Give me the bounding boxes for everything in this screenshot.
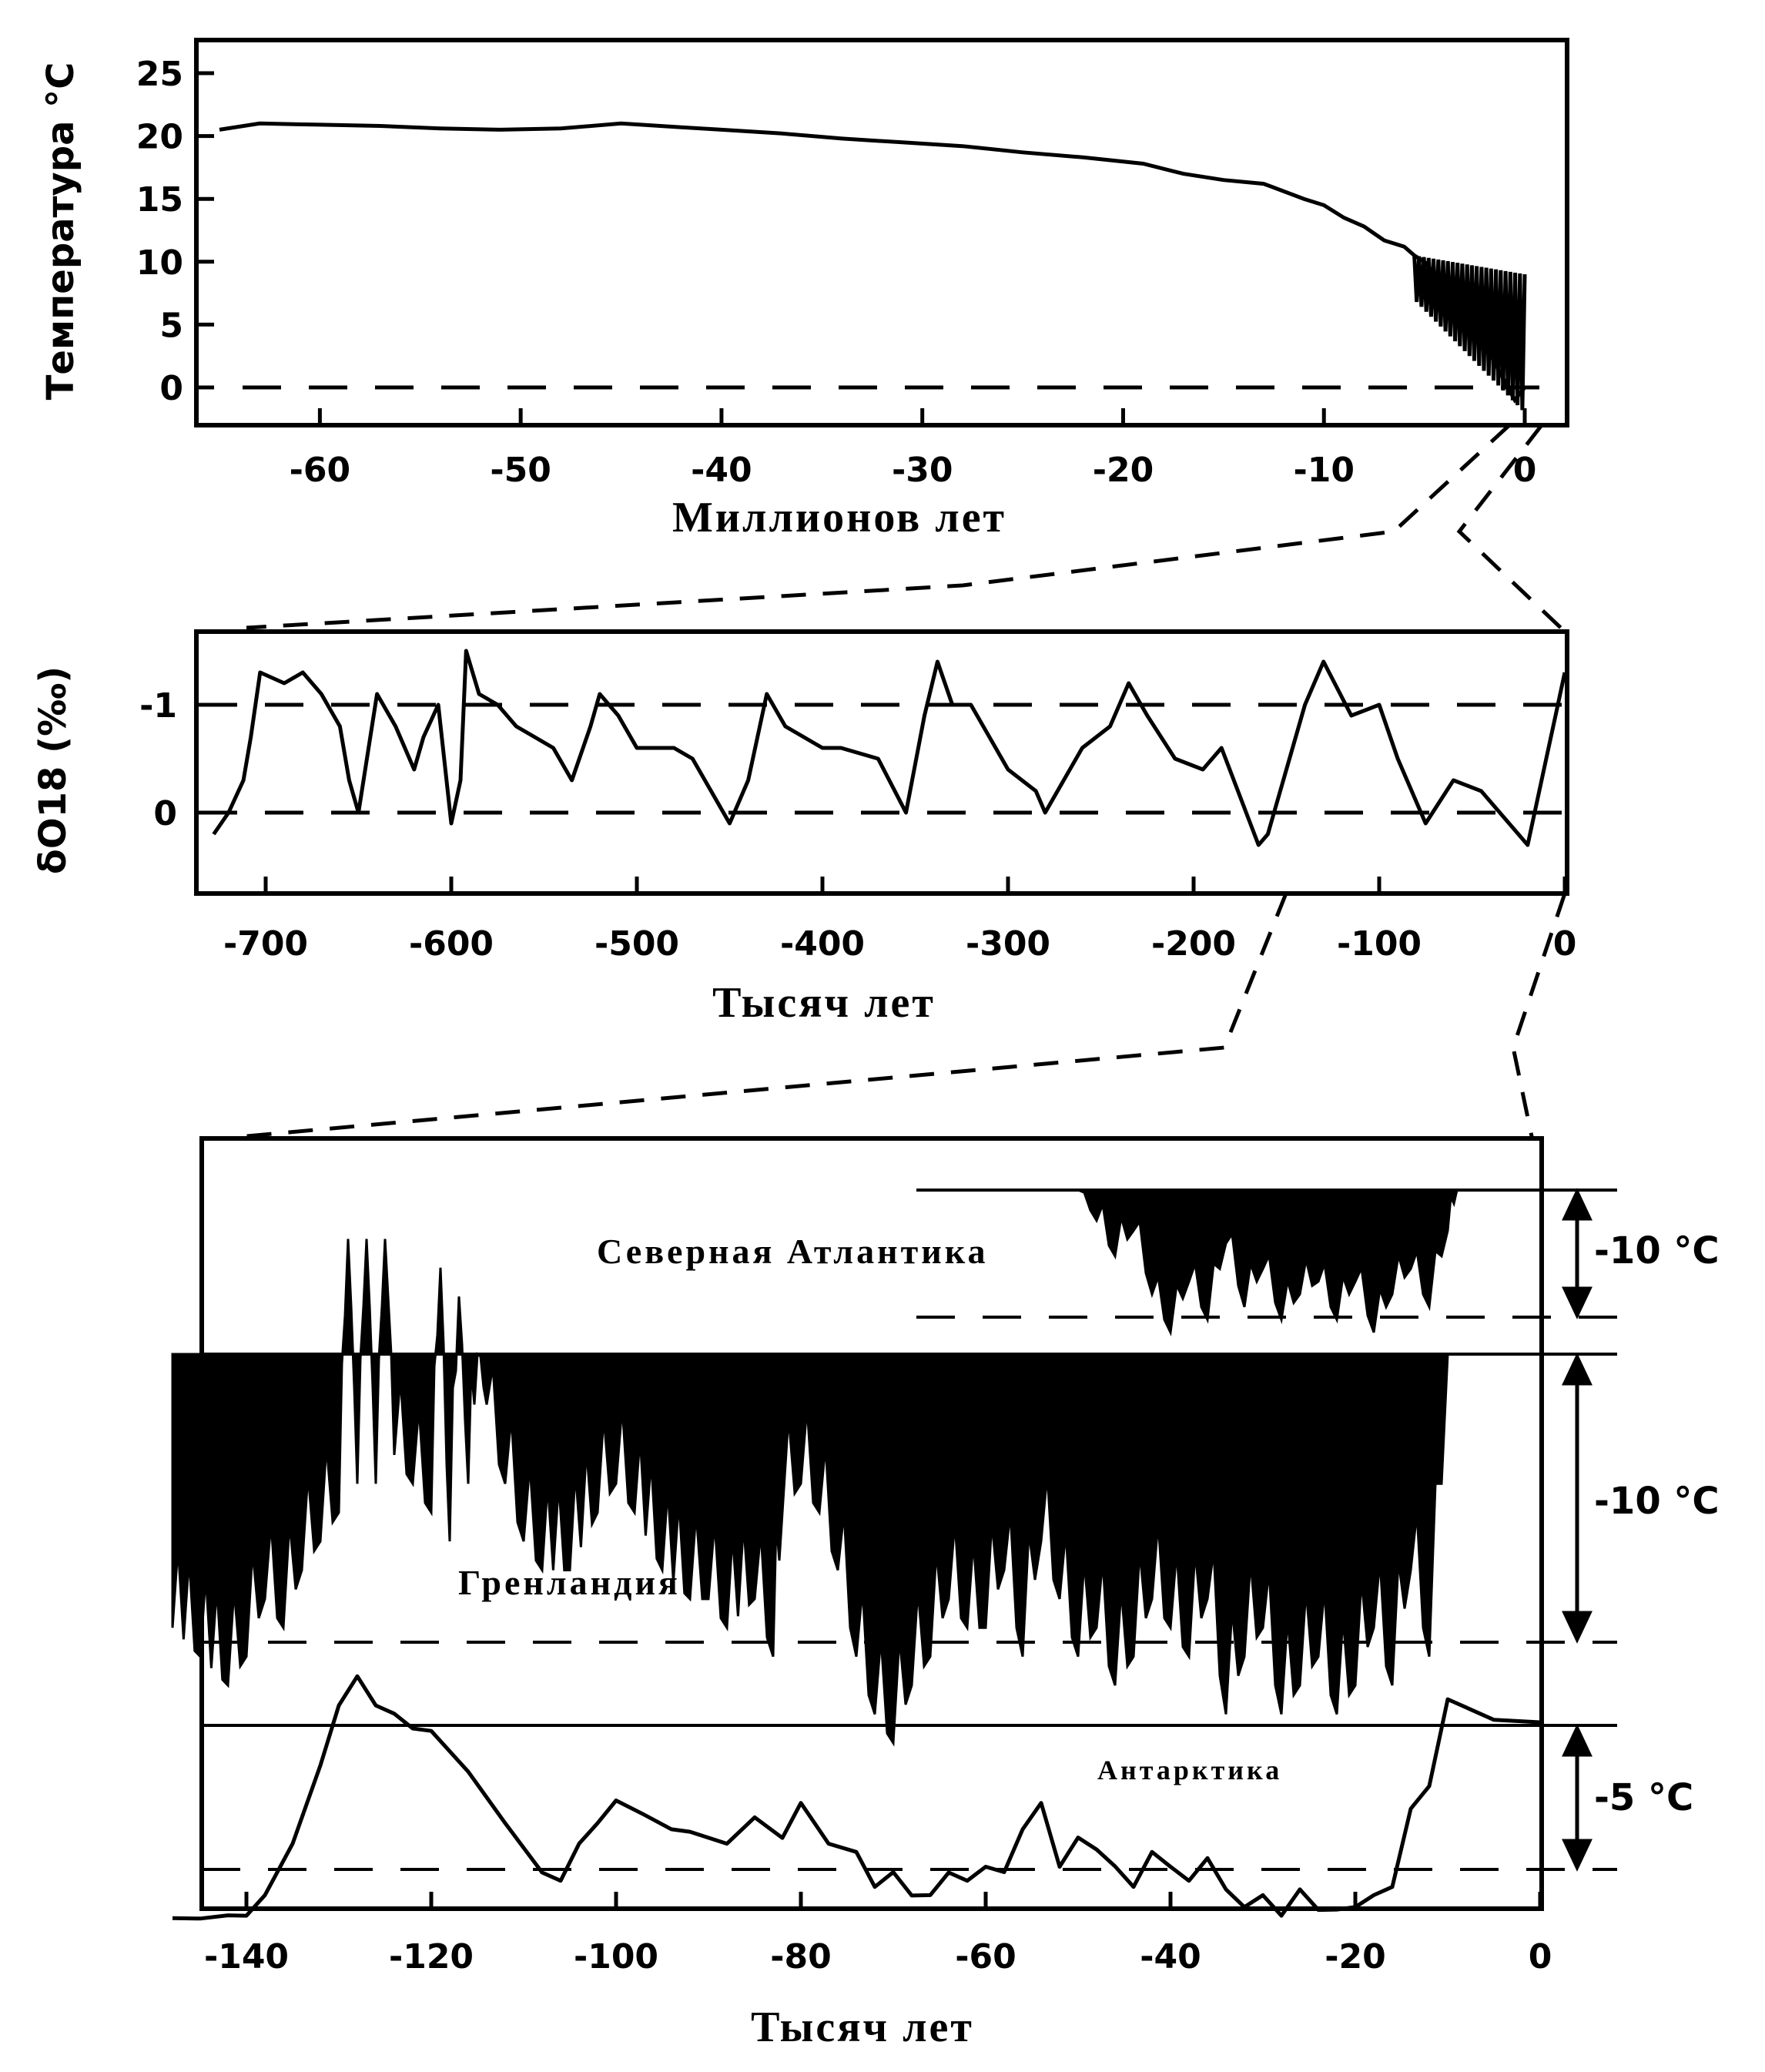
panel1-y-tick-label: 20 <box>136 118 183 157</box>
panel3-x-tick-label: -60 <box>955 1937 1016 1976</box>
panel3-x-tick-label: -80 <box>770 1937 832 1976</box>
panel-last-glacial: -140 -120 -100 -80 -60 -40 -20 0 -10 °C -10 °C … <box>171 1136 1720 2051</box>
panel1-x-axis-label: Миллионов лет <box>672 494 1006 541</box>
panel1-x-tick-label: -60 <box>290 451 351 490</box>
panel2-x-axis-label: Тысяч лет <box>712 979 936 1027</box>
panel1-frame <box>194 38 1569 427</box>
panel3-x-tick-label: -40 <box>1140 1937 1201 1976</box>
panel2-x-tick-label: -200 <box>1151 924 1236 964</box>
panel2-x-tick-label: -100 <box>1337 924 1422 964</box>
annotation-north-atlantic: Северная Атлантика <box>597 1232 989 1271</box>
panel1-x-tick-label: -50 <box>490 451 551 490</box>
greenland-series <box>171 1239 1540 1747</box>
panel2-frame <box>194 629 1569 896</box>
panel1-y-tick-label: 25 <box>136 55 183 94</box>
panel1-temperature-line <box>219 121 1526 404</box>
annotation-greenland: Гренландия <box>458 1563 681 1602</box>
panel1-x-tick-label: 0 <box>1513 451 1537 490</box>
scale-label-antarctica: -5 °C <box>1594 1776 1693 1819</box>
panel2-y-tick-label: 0 <box>153 794 177 833</box>
panel2-x-tick-label: -600 <box>409 924 494 964</box>
panel1-x-tick-label: -30 <box>892 451 953 490</box>
panel2-y-axis-label: δO18 (‰) <box>32 666 75 874</box>
panel3-x-tick-label: -20 <box>1325 1937 1386 1976</box>
panel2-x-tick-label: -400 <box>780 924 865 964</box>
panel3-x-axis-label: Тысяч лет <box>751 2003 974 2051</box>
panel3-x-tick-label: -120 <box>389 1937 474 1976</box>
panel3-x-tick-label: -140 <box>204 1937 289 1976</box>
panel2-y-tick-label: -1 <box>139 686 177 726</box>
panel1-y-tick-label: 15 <box>136 180 183 220</box>
zoom-connector-1 <box>246 424 1566 633</box>
panel1-x-tick-label: -10 <box>1293 451 1355 490</box>
panel3-x-tick-label: -100 <box>574 1937 658 1976</box>
panel1-x-tick-label: -40 <box>691 451 752 490</box>
zoom-connector-2 <box>246 893 1567 1141</box>
panel1-x-tick-label: -20 <box>1093 451 1154 490</box>
annotation-antarctica: Антарктика <box>1097 1755 1282 1785</box>
panel3-x-tick-label: 0 <box>1529 1937 1552 1976</box>
panel1-y-tick-label: 0 <box>159 369 183 408</box>
panel1-y-tick-label: 5 <box>159 306 183 345</box>
panel2-x-tick-label: -300 <box>966 924 1050 964</box>
panel1-y-axis-label: Температура °C <box>39 62 82 401</box>
scale-label-north-atlantic: -10 °C <box>1594 1229 1720 1272</box>
scale-label-greenland: -10 °C <box>1594 1480 1720 1523</box>
antarctica-series <box>172 1674 1541 1921</box>
panel2-x-tick-label: -500 <box>594 924 679 964</box>
panel2-x-tick-label: 0 <box>1553 924 1577 964</box>
panel2-x-tick-label: -700 <box>223 924 308 964</box>
panel-delta-o18: -700 -600 -500 -400 -300 -200 -100 0 -1 0 Тысяч л… <box>32 629 1577 1027</box>
panel-millions: -60 -50 -40 -30 -20 -10 0 0 5 10 15 20 25 Миллионов … <box>39 38 1569 541</box>
panel1-oscillation-line <box>1412 255 1527 411</box>
panel2-delta-o18-line <box>212 649 1567 847</box>
panel1-y-tick-label: 10 <box>136 243 183 283</box>
north-atlantic-series <box>1077 1189 1540 1336</box>
scale-arrows <box>1562 1188 1593 1872</box>
